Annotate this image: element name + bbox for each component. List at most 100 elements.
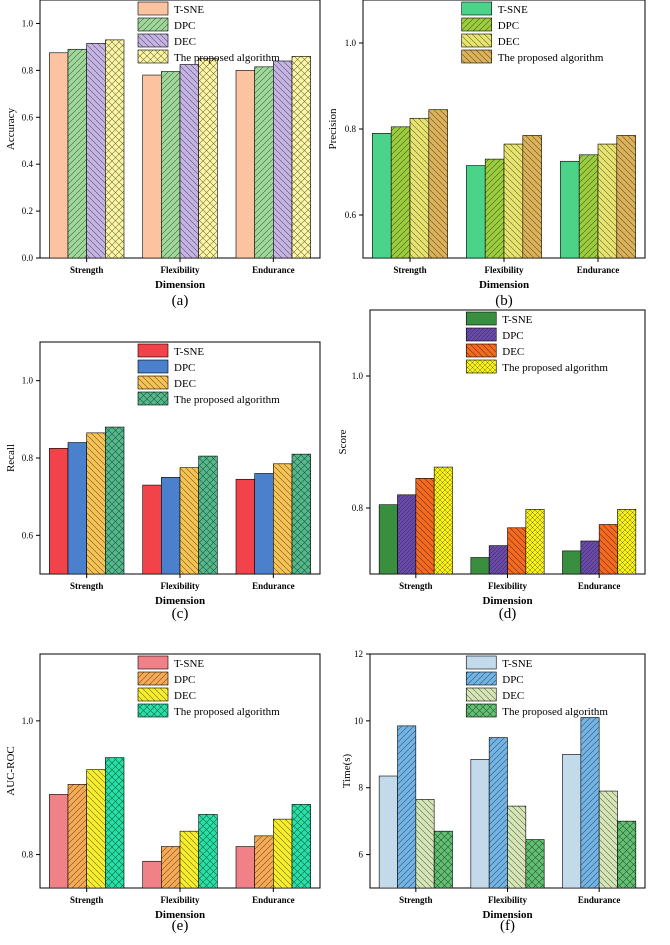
legend-label: DPC [174, 20, 195, 32]
bar-hatch [68, 49, 87, 258]
panel-label: (d) [499, 606, 517, 622]
legend-swatch [465, 655, 497, 670]
x-axis-title: Dimension [155, 279, 205, 291]
bar-hatch [485, 159, 504, 258]
bar-hatch [580, 717, 600, 888]
legend-swatch [137, 1, 169, 16]
legend-label: DEC [174, 690, 196, 702]
legend-swatch-hatch [461, 50, 492, 63]
legend-swatch [137, 359, 169, 374]
legend-swatch-hatch [138, 392, 168, 405]
bar-hatch [254, 835, 274, 888]
bar-hatch [434, 467, 453, 574]
x-axis-title: Dimension [155, 595, 205, 607]
legend-label: The proposed algorithm [174, 706, 280, 718]
bar-hatch [579, 154, 598, 258]
bar-hatch [180, 467, 199, 574]
bar-hatch [198, 456, 218, 574]
legend-swatch [137, 343, 169, 358]
legend-label: T-SNE [174, 346, 204, 358]
legend-swatch-hatch [138, 704, 168, 717]
bar-t-sne-endurance [560, 160, 580, 259]
y-tick-label: 0.4 [22, 159, 34, 169]
legend-label: T-SNE [498, 4, 528, 16]
legend-swatch-hatch [138, 688, 168, 701]
bar-hatch [617, 509, 636, 574]
y-axis-title: Time(s) [341, 753, 353, 788]
bar-hatch [504, 144, 523, 258]
bar-hatch [292, 454, 311, 574]
bar-t-sne-strength [372, 133, 392, 259]
bar-hatch [292, 804, 311, 888]
legend-label: The proposed algorithm [502, 362, 608, 374]
legend-label: The proposed algorithm [502, 706, 608, 718]
bar-hatch [292, 56, 311, 258]
y-tick-label: 1.0 [352, 371, 364, 381]
bar-hatch [86, 432, 106, 574]
y-tick-label: 0.8 [22, 453, 34, 463]
y-tick-label: 0.6 [22, 530, 34, 540]
legend-label: T-SNE [502, 658, 532, 670]
y-tick-label: 6 [359, 850, 364, 860]
x-tick-label: Strength [70, 581, 103, 591]
y-tick-label: 0.8 [22, 65, 34, 75]
bar-t-sne-flexibility [142, 74, 162, 259]
chart-panel-c: 0.6 0.8 1.0 Strength Flexibility Endurance Dim… [5, 341, 321, 622]
x-tick-label: Strength [399, 581, 432, 591]
bar-hatch [105, 39, 124, 258]
chart-panel-d: 0.8 1.0 Strength Flexibility Endurance Dimens… [337, 309, 646, 622]
legend-label: DEC [498, 36, 520, 48]
y-axis-title: Precision [327, 108, 339, 149]
x-axis-title: Dimension [482, 909, 532, 921]
bar-hatch [617, 821, 636, 888]
y-axis-title: AUC-ROC [5, 746, 17, 796]
legend-swatch-hatch [466, 328, 497, 341]
bar-t-sne-flexibility [142, 484, 162, 575]
legend-label: DEC [502, 690, 524, 702]
x-tick-label: Endurance [578, 895, 621, 905]
legend-swatch-hatch [138, 672, 168, 685]
bar-hatch [105, 427, 124, 574]
x-tick-label: Flexibility [161, 895, 200, 905]
x-tick-label: Endurance [252, 581, 295, 591]
x-tick-label: Flexibility [161, 265, 200, 275]
x-axis-title: Dimension [155, 909, 205, 921]
x-tick-label: Endurance [252, 895, 295, 905]
legend-label: DPC [502, 674, 523, 686]
bar-hatch [507, 806, 526, 888]
legend-label: T-SNE [502, 314, 532, 326]
chart-panel-b: 0.6 0.8 1.0 Strength Flexibility Endurance Dim… [327, 0, 646, 309]
x-tick-label: Strength [70, 265, 103, 275]
bar-hatch [273, 819, 292, 888]
bar-t-sne-strength [378, 775, 398, 889]
bar-hatch [198, 58, 218, 258]
x-tick-label: Flexibility [161, 581, 200, 591]
bar-dpc-endurance [254, 473, 274, 575]
bar-hatch [68, 784, 87, 888]
bar-t-sne-strength [49, 448, 69, 575]
y-tick-label: 1.0 [22, 716, 34, 726]
y-tick-label: 0.8 [345, 124, 357, 134]
bar-hatch [489, 545, 508, 574]
bar-hatch [415, 799, 435, 888]
bar-dpc-flexibility [161, 477, 181, 575]
legend-swatch [461, 1, 493, 16]
legend-label: DPC [174, 362, 195, 374]
legend-label: DEC [502, 346, 524, 358]
y-tick-label: 0.6 [22, 112, 34, 122]
bar-hatch [525, 839, 545, 888]
bar-t-sne-strength [378, 504, 398, 575]
bar-t-sne-flexibility [470, 557, 490, 575]
y-axis-title: Accuracy [5, 107, 17, 150]
legend-swatch-hatch [138, 34, 168, 47]
y-tick-label: 8 [359, 783, 364, 793]
legend-label: T-SNE [174, 658, 204, 670]
bar-hatch [434, 831, 453, 888]
legend-label: T-SNE [174, 4, 204, 16]
bar-hatch [507, 527, 526, 574]
y-tick-label: 0.8 [22, 850, 34, 860]
bar-hatch [161, 846, 180, 888]
legend-swatch-hatch [466, 344, 497, 357]
panel-label: (f) [500, 918, 515, 934]
